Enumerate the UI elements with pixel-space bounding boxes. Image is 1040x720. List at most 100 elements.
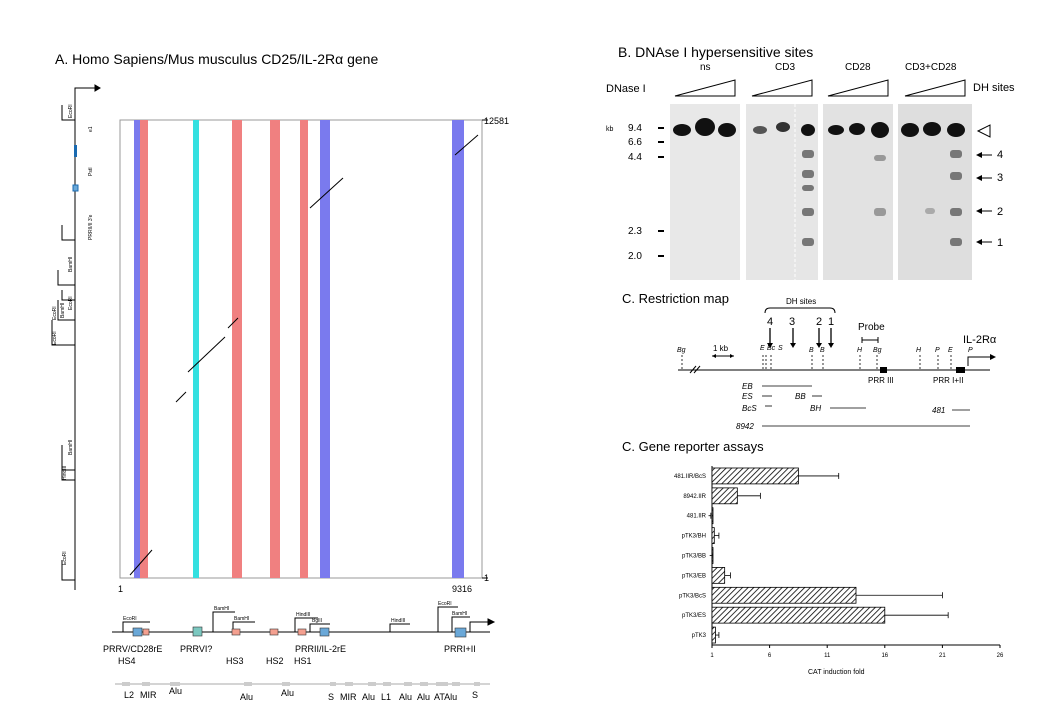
- site-label: B: [820, 347, 825, 354]
- repeat-label: MIR: [340, 692, 357, 702]
- dotplot-band-red: [270, 120, 280, 578]
- repeat-label: Alu: [362, 692, 375, 702]
- repeat-label: Alu: [240, 692, 253, 702]
- fragment-label: BB: [795, 392, 806, 401]
- repeat-label: Alu: [169, 686, 182, 696]
- map-site: BamHI: [234, 616, 249, 622]
- site-label: H: [857, 347, 863, 354]
- map-site: BglII: [312, 618, 322, 624]
- kb-label: kb: [606, 126, 614, 133]
- axis-x-end: 9316: [452, 584, 472, 594]
- left-site-label: EcoRI: [52, 306, 58, 320]
- fragment-label: EB: [742, 382, 753, 391]
- size-label: 4.4: [628, 152, 642, 163]
- lane-labels: ns CD3 CD28 CD3+CD28: [700, 62, 957, 73]
- site-label: P: [935, 347, 940, 354]
- bar-category-label: pTK3/ES: [682, 613, 706, 619]
- size-label: 6.6: [628, 137, 642, 148]
- bar-category-label: 8942.IIR: [683, 494, 706, 500]
- bar-category-label: pTK3/BH: [682, 534, 706, 540]
- repeat-label: Alu: [281, 688, 294, 698]
- fragment-label: 8942: [736, 422, 754, 431]
- prr-label: PRR I+II: [933, 376, 963, 385]
- gel-panels: [670, 104, 972, 280]
- site-label: H: [916, 347, 922, 354]
- size-label: 2.3: [628, 226, 642, 237]
- bar-category-label: pTK3: [692, 633, 707, 639]
- repeat-label: L2: [124, 690, 134, 700]
- element-label: PRRV/CD28rE: [103, 644, 162, 654]
- dotplot: 12581 1 1 9316: [118, 116, 509, 594]
- left-site-label: BamHI: [68, 257, 74, 272]
- bar-category-label: 481.IIR: [687, 514, 707, 520]
- gene-label: IL-2Rα: [963, 334, 997, 346]
- left-site-label: EcoRI: [68, 104, 74, 118]
- dotplot-diagonals: [129, 134, 479, 576]
- dh-num: 3: [789, 316, 795, 328]
- hs-label: HS1: [294, 656, 312, 666]
- bar: [711, 586, 857, 604]
- panelA-left-labels: EcoRI e1 PstI PRRII/II 3'e BamHI EcoRI B…: [52, 104, 94, 565]
- dh-number: 2: [997, 206, 1003, 218]
- dotplot-band-blue: [452, 120, 464, 578]
- open-triangle-icon: [976, 124, 991, 138]
- panelA-gene-boxes: [132, 626, 467, 638]
- dotplot-band-red: [300, 120, 308, 578]
- left-site-label: BamHI: [60, 303, 66, 318]
- bar-category-label: pTK3/BB: [682, 554, 706, 560]
- dh-sites-label: DH sites: [786, 297, 816, 306]
- site-label: Bc: [767, 345, 776, 352]
- bar: [711, 626, 716, 644]
- lane-label: CD3+CD28: [905, 62, 957, 73]
- dnase-triangles: [674, 79, 966, 97]
- dh-num: 4: [767, 316, 773, 328]
- bar: [711, 567, 726, 584]
- lane-label: ns: [700, 62, 711, 73]
- left-site-label: PRRII/II 3'e: [88, 214, 94, 240]
- fragment-label: 481: [932, 406, 945, 415]
- x-tick-label: 16: [881, 653, 888, 659]
- map-site: BamHI: [214, 606, 229, 612]
- repeat-label: S: [472, 690, 478, 700]
- bar: [711, 487, 738, 505]
- fragment-label: ES: [742, 392, 753, 401]
- reporter-chart: 481.IIR/BcS 8942.IIR 481.IIR pTK3/BH pTK3/BB…: [674, 466, 1004, 659]
- dh-sites-label: DH sites: [973, 82, 1015, 94]
- size-markers: kb 9.4 6.6 4.4 2.3 2.0: [606, 123, 664, 262]
- left-site-label: EcoRI: [62, 551, 68, 565]
- panelA-gene-map: [112, 606, 496, 633]
- site-label: B: [809, 347, 814, 354]
- panelA-repeats: [115, 682, 490, 686]
- fragment-label: BcS: [742, 404, 757, 413]
- site-label: E: [948, 347, 953, 354]
- left-site-label: BamHI: [68, 440, 74, 455]
- prr-label: PRR III: [868, 376, 894, 385]
- dotplot-band-blue: [320, 120, 330, 578]
- dotplot-band-red: [232, 120, 242, 578]
- size-label: 2.0: [628, 251, 642, 262]
- lane-label: CD3: [775, 62, 795, 73]
- element-label: PRRII/IL-2rE: [295, 644, 346, 654]
- bar-category-label: pTK3/EB: [682, 573, 706, 579]
- lane-label: CD28: [845, 62, 871, 73]
- site-label: P: [968, 347, 973, 354]
- repeat-label: MIR: [140, 690, 157, 700]
- repeat-label: Alu: [417, 692, 430, 702]
- fragment-label: BH: [810, 404, 821, 413]
- element-label: PRRVI?: [180, 644, 212, 654]
- x-tick-label: 26: [997, 653, 1004, 659]
- bar-category-label: pTK3/BcS: [679, 593, 706, 599]
- panelB-title: B. DNAse I hypersensitive sites: [618, 44, 813, 60]
- panelA-title: A. Homo Sapiens/Mus musculus CD25/IL-2Rα…: [55, 51, 378, 67]
- bar: [711, 606, 886, 624]
- dh-number: 3: [997, 172, 1003, 184]
- site-label: S: [778, 345, 783, 352]
- left-site-label: EcoRI: [68, 296, 74, 310]
- repeat-label: ATAlu: [434, 692, 457, 702]
- panelA-element-labels: PRRV/CD28rE PRRVI? PRRII/IL-2rE PRRI+II …: [103, 644, 476, 666]
- left-site-label: HindIII: [62, 466, 68, 480]
- left-site-label: EcoRI: [52, 331, 58, 345]
- map-site: EcoRI: [123, 616, 137, 622]
- bar: [711, 507, 714, 525]
- x-tick-label: 11: [824, 653, 831, 659]
